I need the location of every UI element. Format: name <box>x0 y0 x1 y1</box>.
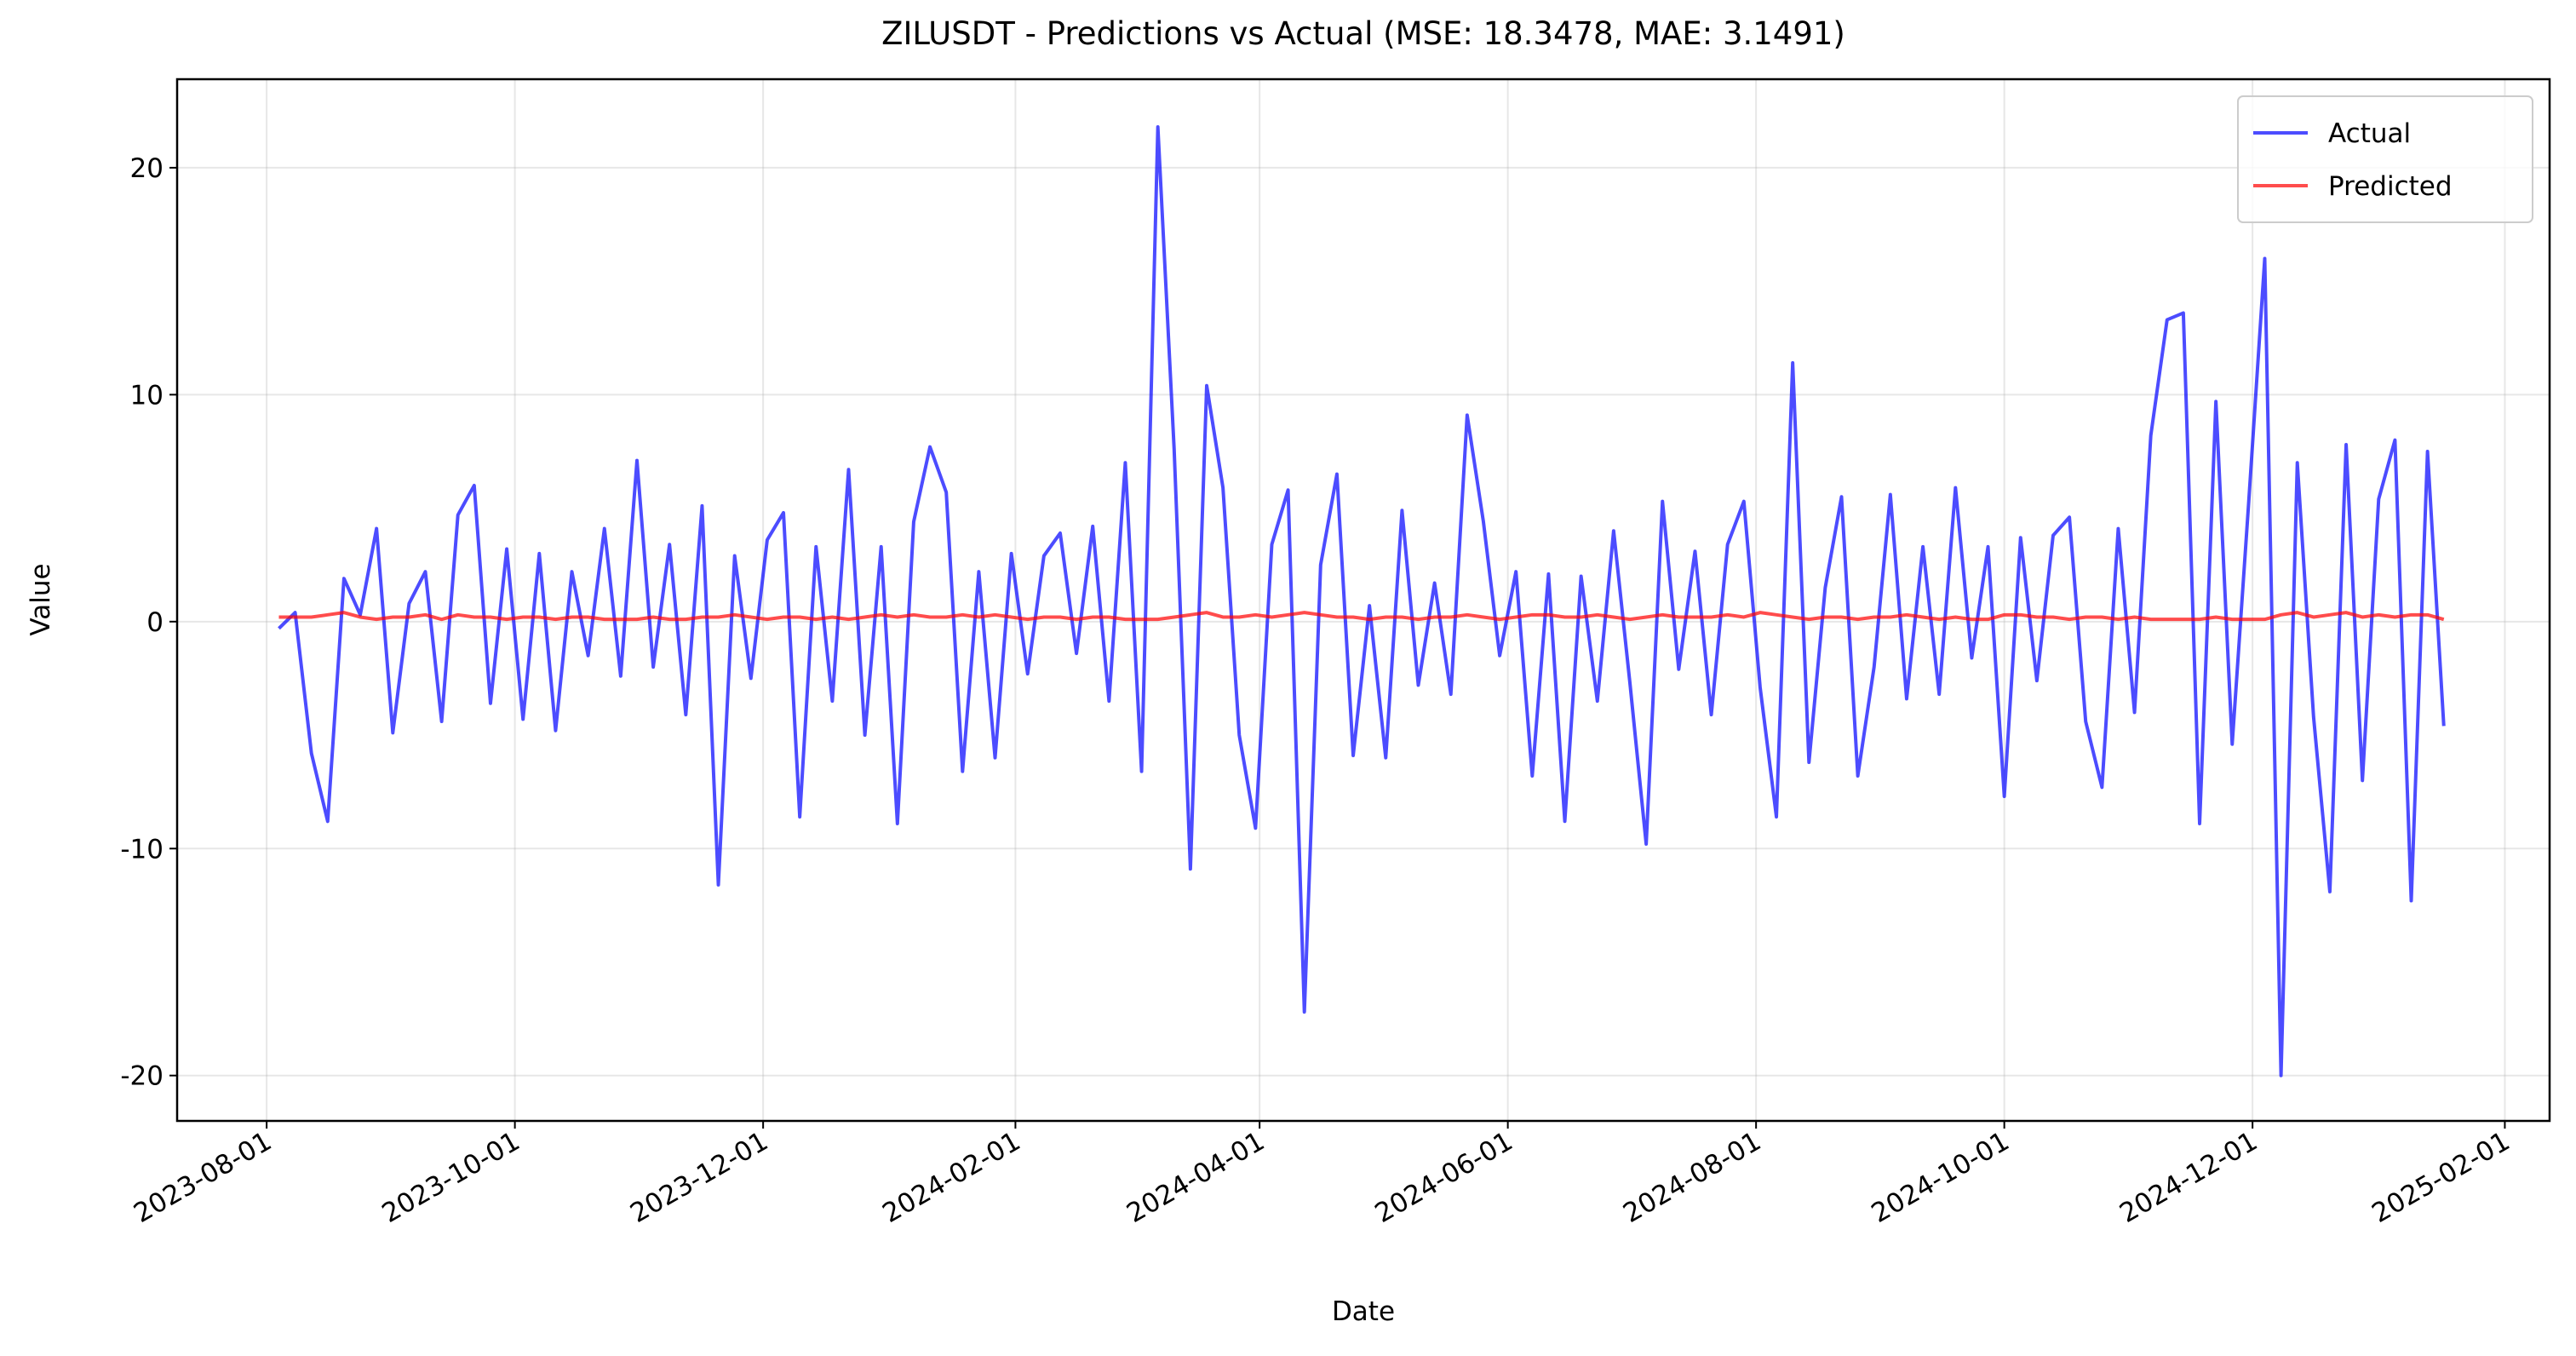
y-tick-label: 0 <box>146 607 164 638</box>
series <box>278 124 2446 1077</box>
chart-title: ZILUSDT - Predictions vs Actual (MSE: 18… <box>881 15 1845 52</box>
x-tick-label: 2024-08-01 <box>1618 1126 1766 1229</box>
y-tick-label: 10 <box>130 380 164 411</box>
grid <box>177 79 2550 1121</box>
x-tick-label: 2024-06-01 <box>1370 1126 1518 1229</box>
x-tick-label: 2024-10-01 <box>1867 1126 2015 1229</box>
x-tick-label: 2025-02-01 <box>2367 1126 2515 1229</box>
plot-frame <box>175 78 2551 1123</box>
x-axis-label: Date <box>1332 1296 1395 1327</box>
series-line <box>278 611 2445 622</box>
x-tick-label: 2023-08-01 <box>129 1126 277 1229</box>
y-axis-label: Value <box>26 563 56 635</box>
x-tick-label: 2023-10-01 <box>377 1126 525 1229</box>
series-line <box>278 124 2446 1077</box>
x-tick-label: 2024-02-01 <box>877 1126 1025 1229</box>
x-tick-label: 2023-12-01 <box>625 1126 773 1229</box>
legend: Actual Predicted <box>2237 95 2533 223</box>
x-tick-label: 2024-04-01 <box>1122 1126 1270 1229</box>
legend-label: Actual <box>2328 118 2411 149</box>
y-tick-label: -10 <box>120 834 164 865</box>
legend-label: Predicted <box>2328 171 2453 202</box>
y-tick-label: -20 <box>120 1061 164 1092</box>
legend-box <box>2237 95 2533 223</box>
y-tick-label: 20 <box>130 153 164 184</box>
x-tick-label: 2024-12-01 <box>2114 1126 2263 1229</box>
